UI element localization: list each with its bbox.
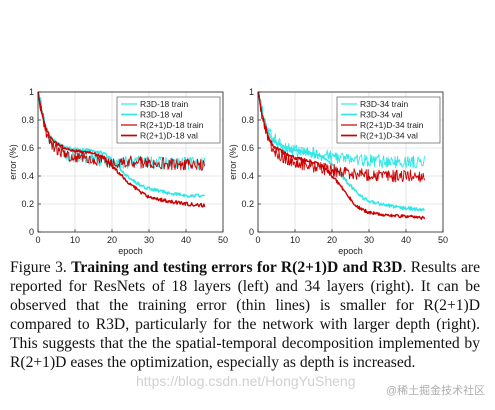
x-tick-label: 30 [364,235,374,245]
x-tick-label: 50 [438,235,448,245]
chart-right-resnet34: 0 10 20 30 40 50 0 0.2 0.4 0.6 0.8 1 epoch error (%) R… [228,87,448,256]
y-axis-label: error (%) [228,144,238,180]
figure-caption: Figure 3. Training and testing errors fo… [10,258,480,372]
caption-bold-title: Training and testing errors for R(2+1)D … [71,259,403,276]
x-tick-label: 30 [144,235,154,245]
y-tick-label: 0.4 [21,171,34,181]
series-line-r-2-1-d-34-val [257,91,426,221]
y-axis-label: error (%) [8,144,18,180]
x-tick-label: 20 [327,235,337,245]
plot-frame [37,91,224,233]
y-tick-label: 0 [249,227,254,237]
legend-entry: R(2+1)D-34 val [360,131,418,141]
y-tick-label: 1 [249,87,254,97]
legend-entry: R3D-18 train [140,99,188,109]
y-tick-label: 0.2 [241,199,254,209]
x-tick-label: 40 [181,235,191,245]
y-tick-label: 0.8 [241,115,254,125]
series-line-r-2-1-d-34-train [258,91,425,183]
caption-text: . Results are reported for ResNets of 18… [10,259,480,371]
y-tick-label: 0.4 [241,171,254,181]
y-tick-label: 0.2 [21,199,34,209]
x-tick-label: 10 [70,235,80,245]
caption-label: Figure 3. [10,259,67,276]
y-tick-label: 1 [29,87,34,97]
x-tick-label: 10 [290,235,300,245]
legend-entry: R(2+1)D-18 train [140,120,204,130]
x-axis-label: epoch [118,246,143,256]
y-tick-label: 0.6 [241,143,254,153]
y-tick-label: 0.8 [21,115,34,125]
plot-frame [257,91,444,233]
chart-left-resnet18: 0 10 20 30 40 50 0 0.2 0.4 0.6 0.8 1 epoch error (%) R… [8,87,228,256]
legend-entry: R3D-34 val [360,110,403,120]
y-tick-label: 0 [29,227,34,237]
legend-entry: R(2+1)D-18 val [140,131,198,141]
x-tick-label: 20 [107,235,117,245]
series-line-r-2-1-d-18-val [37,91,206,208]
series-line-r3d-18-val [37,91,206,198]
x-tick-label: 50 [218,235,228,245]
legend-entry: R(2+1)D-34 train [360,120,424,130]
legend-entry: R3D-34 train [360,99,408,109]
watermark-url: https://blog.csdn.net/HongYuSheng [136,373,356,389]
watermark-site: @稀土掘金技术社区 [386,385,486,397]
x-axis-label: epoch [338,246,363,256]
series-line-r3d-34-train [258,91,425,169]
x-tick-label: 0 [35,235,40,245]
y-tick-label: 0.6 [21,143,34,153]
x-tick-label: 40 [401,235,411,245]
series-line-r-2-1-d-18-train [38,91,205,171]
legend-entry: R3D-18 val [140,110,183,120]
x-tick-label: 0 [255,235,260,245]
